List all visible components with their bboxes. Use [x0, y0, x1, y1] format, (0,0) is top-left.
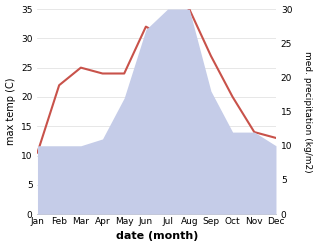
Y-axis label: med. precipitation (kg/m2): med. precipitation (kg/m2) [303, 51, 313, 172]
Y-axis label: max temp (C): max temp (C) [5, 78, 16, 145]
X-axis label: date (month): date (month) [115, 231, 198, 242]
